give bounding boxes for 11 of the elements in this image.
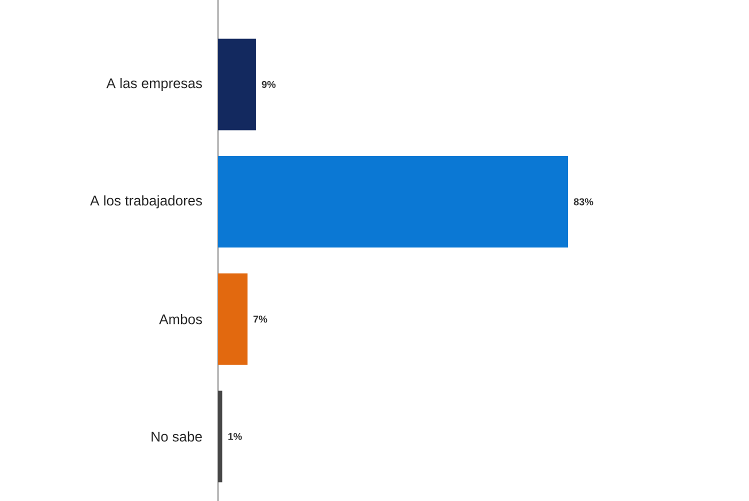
data-label: 1% [228,432,242,440]
y-tick-label: Ambos [159,314,202,324]
data-label: 83% [574,198,594,206]
bar [218,156,568,248]
y-tick-label: No sabe [152,431,202,442]
data-label: 7% [253,316,268,323]
bar [218,273,248,365]
bar [218,38,256,130]
y-tick-label: A los trabajadores [90,195,202,208]
y-tick-label: A las empresas [106,78,202,91]
data-label: 9% [262,80,276,88]
